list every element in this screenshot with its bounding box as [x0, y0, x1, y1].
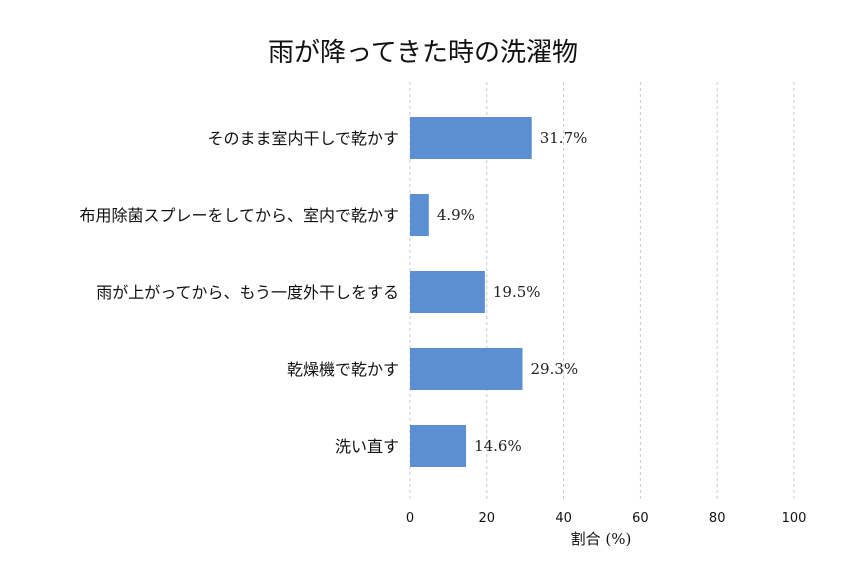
x-tick-label: 40	[555, 511, 572, 526]
data-label: 29.3%	[531, 360, 579, 378]
x-axis-ticks: 0 20 40 60 80 100	[406, 511, 807, 526]
bar	[410, 117, 532, 159]
bar	[410, 194, 429, 236]
data-label: 14.6%	[474, 437, 522, 455]
x-tick-label: 0	[406, 511, 414, 526]
x-tick-label: 20	[479, 511, 496, 526]
category-label: 布用除菌スプレーをしてから、室内で乾かす	[79, 206, 399, 225]
chart-title: 雨が降ってきた時の洗濯物	[268, 38, 578, 68]
x-tick-label: 60	[632, 511, 649, 526]
category-label: そのまま室内干しで乾かす	[207, 129, 399, 148]
data-label: 31.7%	[540, 129, 588, 147]
category-labels: そのまま室内干しで乾かす布用除菌スプレーをしてから、室内で乾かす雨が上がってから…	[79, 129, 399, 456]
x-tick-label: 100	[782, 511, 807, 526]
data-label: 19.5%	[493, 283, 541, 301]
bars	[410, 117, 532, 467]
bar	[410, 348, 523, 390]
category-label: 洗い直す	[335, 437, 399, 456]
bar	[410, 425, 467, 467]
bar	[410, 271, 485, 313]
value-labels: 31.7% 4.9% 19.5% 29.3% 14.6%	[437, 129, 588, 455]
data-label: 4.9%	[437, 206, 475, 224]
category-label: 雨が上がってから、もう一度外干しをする	[96, 283, 399, 302]
x-axis-title: 割合 (%)	[571, 530, 632, 548]
x-tick-label: 80	[709, 511, 726, 526]
category-label: 乾燥機で乾かす	[287, 360, 399, 379]
